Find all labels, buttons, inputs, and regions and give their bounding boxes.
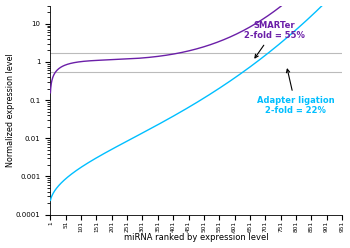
Text: Adapter ligation
2-fold = 22%: Adapter ligation 2-fold = 22% (257, 69, 334, 115)
Y-axis label: Normalized expression level: Normalized expression level (6, 53, 15, 167)
X-axis label: miRNA ranked by expression level: miRNA ranked by expression level (124, 233, 268, 243)
Text: SMARTer
2-fold = 55%: SMARTer 2-fold = 55% (244, 21, 304, 58)
